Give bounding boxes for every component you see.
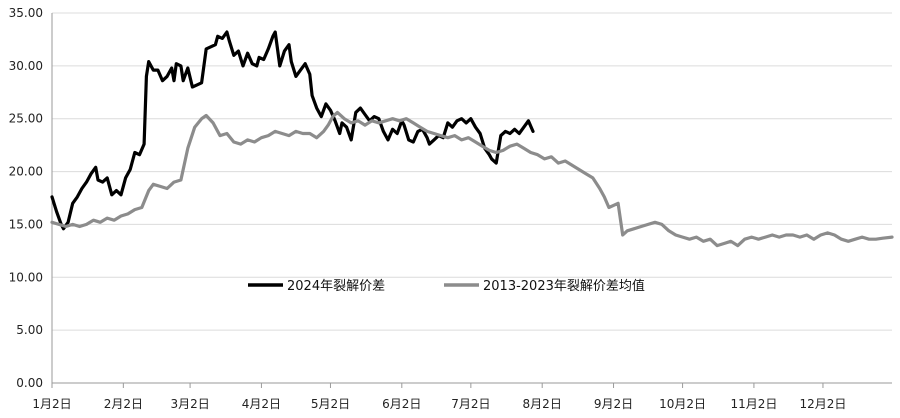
series-line-2024 — [50, 30, 535, 231]
x-tick-label: 11月2日 — [730, 397, 777, 411]
x-tick-label: 2月2日 — [104, 397, 143, 411]
legend-label-average: 2013-2023年裂解价差均值 — [483, 278, 645, 294]
y-tick-label: 5.00 — [16, 323, 43, 337]
series-lines — [50, 30, 894, 248]
gridlines — [51, 12, 892, 384]
y-tick-label: 20.00 — [9, 165, 43, 179]
x-tick-label: 1月2日 — [32, 397, 71, 411]
legend-label-2024: 2024年裂解价差 — [287, 279, 385, 294]
x-tick-label: 12月2日 — [800, 397, 847, 411]
x-tick-label: 10月2日 — [659, 397, 706, 411]
y-axis-ticks: 0.00 5.00 10.00 15.00 20.00 25.00 30.00 35.00 — [9, 6, 43, 390]
x-tick-label: 4月2日 — [242, 397, 281, 411]
y-tick-label: 30.00 — [9, 59, 43, 73]
x-axis-ticks: 1月2日 2月2日 3月2日 4月2日 5月2日 6月2日 7月2日 8月2日 9月2日 10月2… — [32, 383, 846, 411]
y-tick-label: 15.00 — [9, 217, 43, 231]
x-tick-label: 7月2日 — [451, 397, 490, 411]
series-line-average — [50, 110, 894, 248]
y-tick-label: 25.00 — [9, 112, 43, 126]
x-tick-label: 8月2日 — [523, 397, 562, 411]
x-tick-label: 5月2日 — [311, 397, 350, 411]
legend: 2024年裂解价差 2013-2023年裂解价差均值 — [248, 278, 645, 294]
x-tick-label: 9月2日 — [594, 397, 633, 411]
y-tick-label: 10.00 — [9, 270, 43, 284]
x-tick-label: 3月2日 — [170, 397, 209, 411]
y-tick-label: 0.00 — [16, 376, 43, 390]
x-tick-label: 6月2日 — [382, 397, 421, 411]
y-tick-label: 35.00 — [9, 6, 43, 20]
